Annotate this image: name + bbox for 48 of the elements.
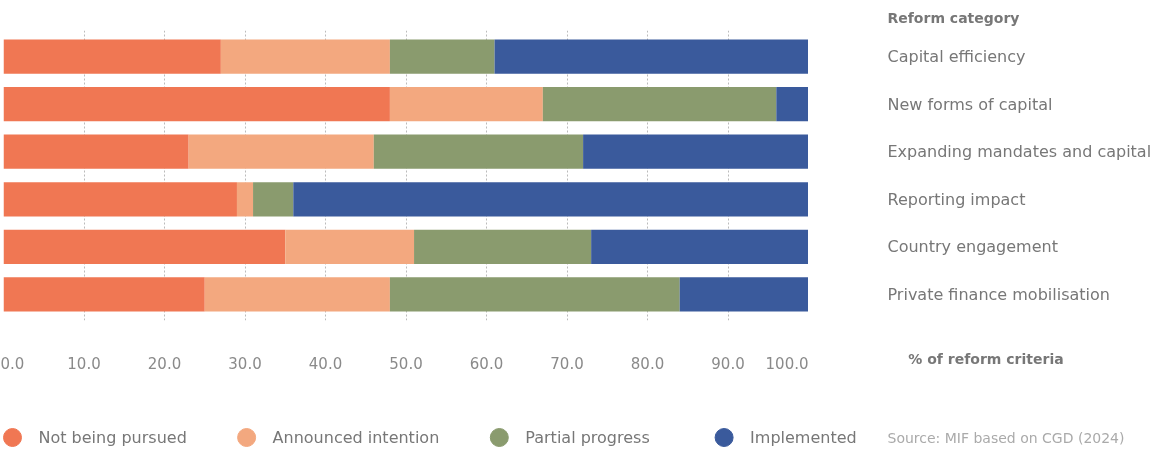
bar — [188, 134, 374, 169]
y-tick-label: Capital efficiency — [887, 47, 1026, 67]
bar — [679, 277, 808, 312]
x-tick-label: 30.0 — [228, 354, 262, 373]
bar — [414, 229, 592, 264]
bar — [204, 277, 390, 312]
legend-label: Partial progress — [525, 428, 650, 447]
x-tick-label: 20.0 — [147, 354, 182, 373]
bar — [494, 39, 808, 74]
x-tick-label: 50.0 — [389, 354, 423, 373]
bar — [3, 134, 189, 169]
legend-label: Not being pursued — [38, 428, 187, 447]
bar — [389, 87, 543, 122]
bar — [3, 87, 390, 122]
bar — [3, 277, 205, 312]
bar — [3, 182, 237, 217]
bar — [389, 277, 680, 312]
x-tick-label: 80.0 — [630, 354, 665, 373]
x-axis-title: % of reform criteria — [908, 350, 1064, 367]
x-tick-label: 100.0 — [765, 354, 809, 373]
bar — [3, 39, 221, 74]
y-tick-label: Country engagement — [887, 237, 1058, 257]
bar — [373, 134, 584, 169]
y-tick-label: Expanding mandates and capital — [887, 142, 1152, 162]
legend-label: Implemented — [750, 428, 857, 447]
x-tick-label: 0.0 — [0, 354, 25, 373]
legend-label: Announced intention — [272, 428, 440, 447]
bar — [591, 229, 808, 264]
bar — [293, 182, 808, 217]
bar — [542, 87, 777, 122]
bar — [220, 39, 390, 74]
x-tick-label: 40.0 — [308, 354, 343, 373]
bar — [389, 39, 495, 74]
x-tick-label: 60.0 — [469, 354, 504, 373]
bar — [776, 87, 808, 122]
bar — [236, 182, 254, 217]
x-tick-label: 10.0 — [67, 354, 101, 373]
y-tick-label: Reporting impact — [887, 189, 1026, 209]
source-note: Source: MIF based on CGD (2024) — [887, 429, 1125, 446]
bar — [583, 134, 808, 169]
y-tick-label: New forms of capital — [887, 94, 1053, 114]
x-tick-label: 90.0 — [711, 354, 745, 373]
bar — [3, 229, 286, 264]
y-axis-title: Reform category — [887, 9, 1020, 26]
y-tick-label: Private finance mobilisation — [887, 284, 1110, 304]
x-tick-label: 70.0 — [550, 354, 584, 373]
bar — [285, 229, 415, 264]
bar — [253, 182, 294, 217]
